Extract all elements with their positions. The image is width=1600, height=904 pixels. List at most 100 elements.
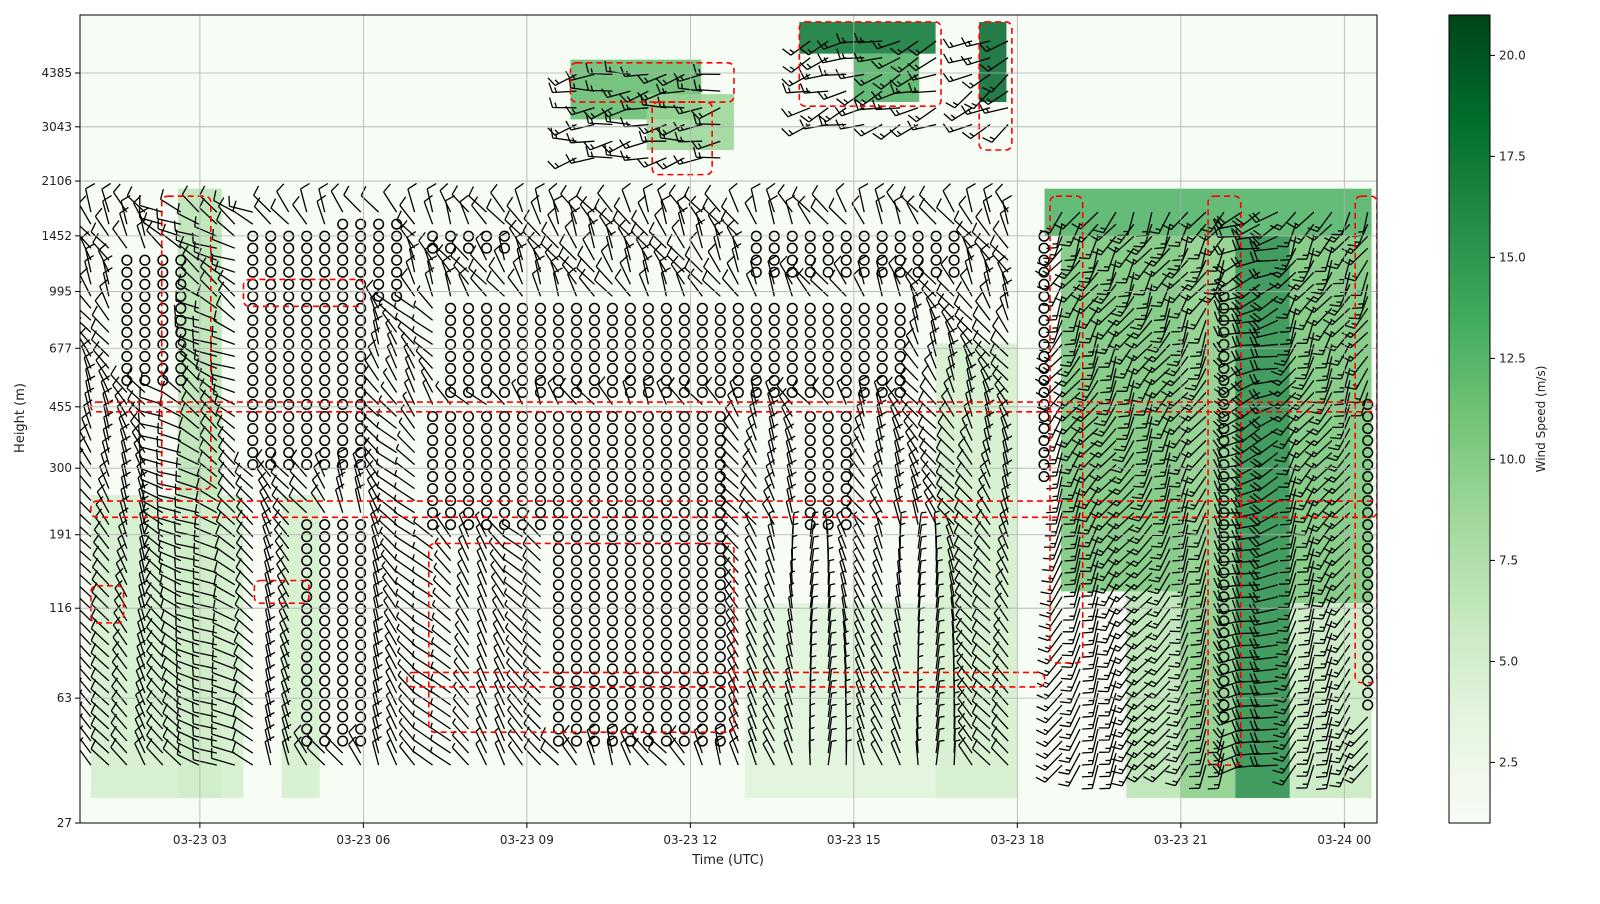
wind-barb — [113, 592, 128, 622]
wind-barb — [398, 729, 416, 754]
wind-barb — [1231, 684, 1260, 696]
wind-barb — [594, 270, 613, 297]
wind-barb — [1064, 536, 1081, 562]
wind-barb — [1036, 704, 1063, 724]
wind-barb — [595, 257, 613, 285]
calm-circle — [498, 242, 511, 254]
calm-circle — [678, 350, 690, 362]
wind-barb — [940, 255, 955, 285]
wind-barb — [637, 90, 667, 101]
wind-barb — [80, 423, 92, 453]
wind-barb — [411, 326, 433, 345]
wind-barb — [1167, 656, 1189, 680]
calm-circle — [624, 699, 636, 711]
wind-barb — [809, 523, 819, 549]
calm-circle — [337, 434, 349, 447]
wind-barb — [1250, 295, 1279, 312]
calm-circle — [786, 242, 798, 254]
calm-circle — [696, 603, 708, 615]
wind-barb — [745, 423, 757, 453]
calm-circle — [804, 459, 816, 471]
calm-circle — [337, 254, 349, 266]
wind-barb — [971, 619, 991, 646]
wind-barb — [1097, 668, 1117, 693]
calm-circle — [121, 314, 133, 326]
wind-barb — [371, 735, 382, 766]
wind-barb — [493, 643, 506, 670]
wind-barb — [80, 701, 92, 730]
wind-barb — [1249, 720, 1278, 732]
wind-barb — [199, 425, 218, 454]
calm-circle — [588, 302, 600, 314]
wind-barb — [935, 679, 945, 706]
wind-barb — [764, 570, 775, 598]
wind-barb — [1322, 307, 1351, 326]
wind-barb — [138, 436, 163, 454]
calm-circle — [570, 675, 583, 687]
wind-barb — [434, 537, 452, 562]
wind-barb — [506, 196, 523, 225]
calm-circle — [606, 579, 618, 591]
calm-circle — [606, 338, 618, 350]
calm-circle — [301, 567, 313, 579]
wind-barb — [476, 667, 488, 694]
wind-barb — [1269, 259, 1297, 279]
wind-barb — [1153, 308, 1171, 333]
wind-barb — [475, 703, 488, 730]
wind-barb — [1213, 211, 1243, 226]
wind-barb — [1035, 764, 1063, 783]
calm-circle — [355, 302, 367, 314]
wind-barb — [451, 185, 470, 213]
wind-barb — [1280, 320, 1297, 346]
calm-circle — [804, 314, 816, 326]
wind-barb — [1046, 308, 1063, 334]
wind-barb — [1144, 668, 1171, 688]
wind-barb — [1124, 247, 1153, 265]
wind-barb — [900, 186, 919, 213]
calm-circle — [606, 711, 618, 723]
wind-barb — [288, 474, 308, 502]
wind-barb — [762, 667, 775, 694]
wind-barb — [957, 689, 973, 718]
wind-barb — [397, 322, 416, 345]
calm-circle — [1218, 362, 1230, 374]
wind-barb — [541, 221, 559, 249]
calm-circle — [696, 471, 708, 483]
wind-barb — [430, 673, 451, 694]
wind-barb — [810, 270, 829, 297]
wind-barb — [908, 40, 937, 56]
calm-circle — [1218, 471, 1230, 483]
wind-barb — [458, 510, 470, 537]
calm-circle — [678, 447, 690, 459]
calm-circle — [552, 723, 565, 735]
wind-barb — [137, 615, 147, 646]
y-tick-label: 2106 — [41, 174, 72, 188]
wind-barb — [1273, 716, 1297, 739]
wind-barb — [348, 736, 362, 766]
wind-barb — [1114, 428, 1135, 452]
wind-barb — [1341, 235, 1369, 255]
wind-barb — [407, 182, 417, 213]
calm-circle — [840, 374, 852, 386]
wind-barb — [1314, 644, 1333, 669]
wind-barb — [722, 545, 739, 574]
wind-barb — [211, 735, 235, 754]
wind-barb — [1151, 524, 1171, 548]
wind-barb — [857, 387, 868, 417]
wind-barb — [1060, 656, 1081, 680]
calm-circle — [714, 615, 726, 627]
wind-barb — [917, 547, 927, 573]
wind-barb — [653, 243, 667, 273]
wind-barb — [1146, 584, 1171, 606]
wind-barb — [262, 519, 272, 549]
calm-circle — [463, 374, 475, 386]
wind-barb — [385, 667, 398, 694]
wind-barb — [1035, 728, 1063, 748]
wind-barb — [385, 691, 398, 718]
wind-barb — [1279, 488, 1297, 514]
calm-circle — [283, 314, 295, 326]
calm-circle — [624, 675, 636, 687]
wind-barb — [942, 72, 973, 83]
wind-barb — [1100, 368, 1117, 394]
calm-circle — [948, 242, 960, 254]
